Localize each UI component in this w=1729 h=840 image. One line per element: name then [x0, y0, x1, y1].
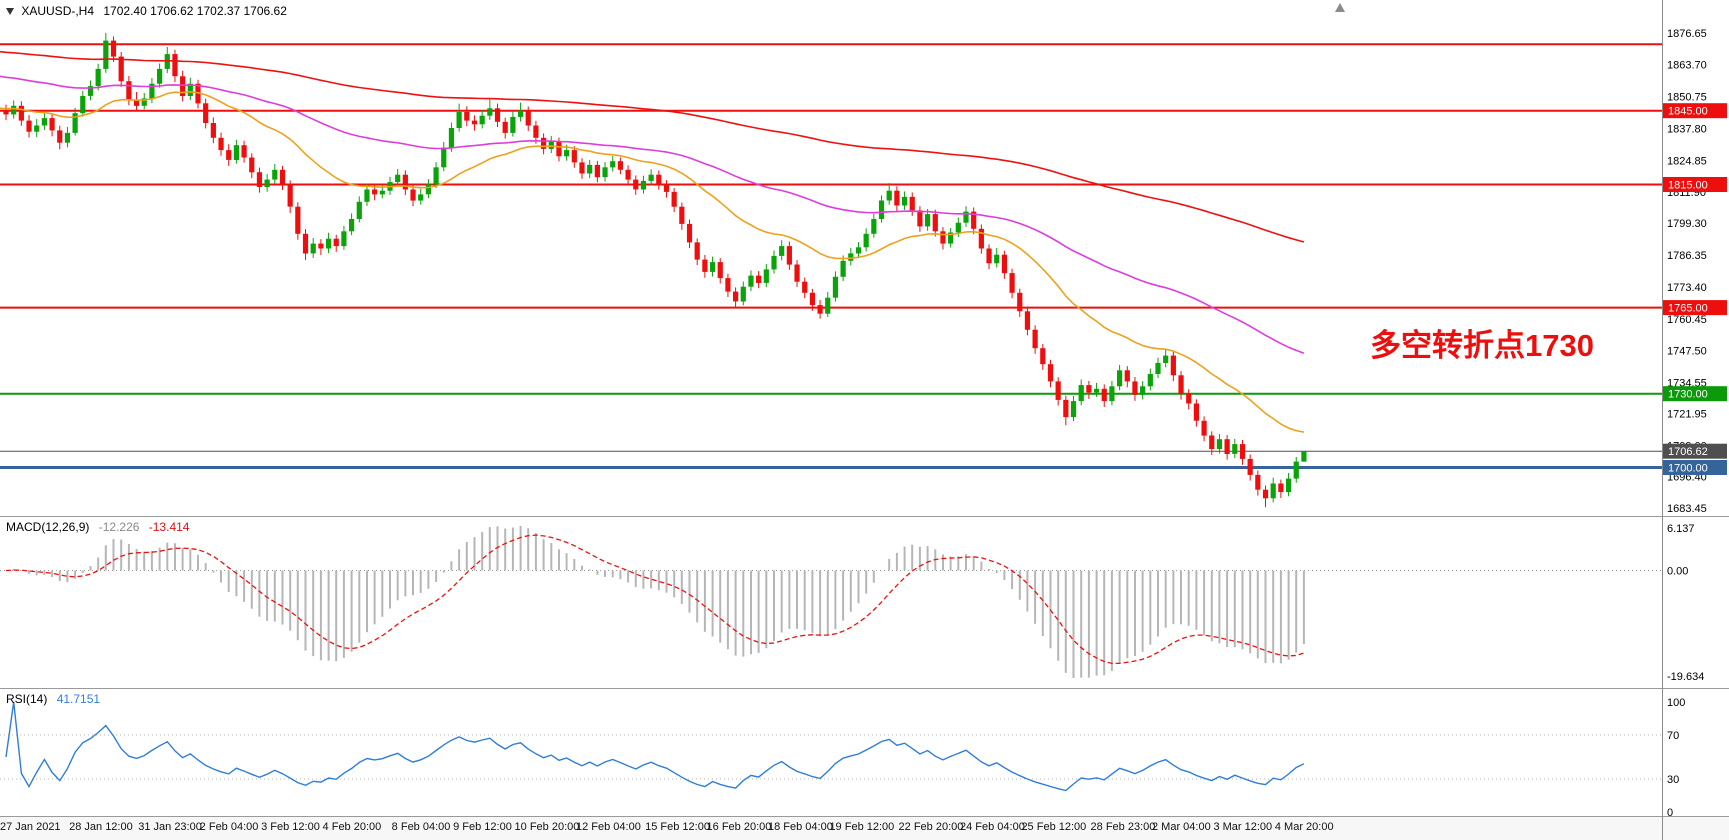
price-tag: 1730.00 [1663, 386, 1727, 402]
time-axis[interactable]: 27 Jan 2021 28 Jan 12:00 31 Jan 23:00 2 Feb… [0, 817, 1729, 840]
price-tag: 1700.00 [1663, 460, 1727, 475]
price-axis-label: 1786.35 [1667, 250, 1707, 262]
macd-name: MACD(12,26,9) [6, 520, 90, 534]
price-axis-label: 1837.80 [1667, 123, 1707, 135]
main-chart-pane[interactable]: 1876.651863.701850.751837.801824.851811.… [0, 0, 1729, 516]
macd-axis-label: 0.00 [1667, 566, 1688, 578]
time-axis-label: 3 Mar 12:00 [1213, 821, 1273, 833]
price-tag: 1845.00 [1663, 103, 1727, 119]
rsi-axis-label: 70 [1667, 730, 1679, 742]
time-axis-label: 10 Feb 20:00 [514, 821, 580, 833]
svg-text:1845.00: 1845.00 [1668, 106, 1708, 118]
pane-separator[interactable] [0, 516, 1729, 517]
svg-text:1706.62: 1706.62 [1668, 446, 1708, 458]
price-tag: 1706.62 [1663, 443, 1727, 459]
price-axis-label: 1876.65 [1667, 28, 1707, 40]
macd-pane[interactable]: 6.137 0.00 -19.634 [0, 516, 1729, 688]
time-axis-label: 24 Feb 04:00 [960, 821, 1025, 833]
rsi-value: 41.7151 [56, 692, 101, 706]
ma-mid-line [0, 75, 1305, 354]
rsi-indicator-label: RSI(14) 41.7151 [6, 692, 100, 706]
time-axis-label: 28 Feb 23:00 [1090, 821, 1156, 833]
price-axis-label: 1863.70 [1667, 60, 1707, 72]
time-axis-label: 15 Feb 12:00 [645, 821, 710, 833]
time-axis-label: 27 Jan 2021 [0, 821, 61, 833]
macd-histogram [12, 526, 1305, 678]
svg-text:1765.00: 1765.00 [1668, 303, 1708, 315]
rsi-pane[interactable]: 100 70 30 0 [0, 688, 1729, 816]
ma-fast-line [0, 90, 1305, 433]
macd-axis-label: 6.137 [1667, 523, 1695, 535]
time-axis-label: 8 Feb 04:00 [391, 821, 451, 833]
svg-text:1700.00: 1700.00 [1668, 463, 1708, 475]
macd-value-main: -12.226 [98, 520, 140, 534]
pane-separator[interactable] [0, 688, 1729, 689]
rsi-axis-label: 100 [1667, 697, 1685, 709]
svg-text:1815.00: 1815.00 [1668, 180, 1708, 192]
rsi-line [5, 701, 1305, 792]
time-axis-label: 31 Jan 23:00 [138, 821, 202, 833]
time-axis-label: 4 Feb 20:00 [322, 821, 382, 833]
time-axis-label: 18 Feb 04:00 [768, 821, 833, 833]
chart-symbol-label: XAUUSD-,H4 [21, 4, 95, 18]
ma-slow-line [0, 50, 1305, 243]
time-axis-label: 22 Feb 20:00 [898, 821, 964, 833]
time-axis-label: 2 Feb 04:00 [199, 821, 259, 833]
price-tag: 1815.00 [1663, 177, 1727, 192]
price-axis-label: 1760.45 [1667, 314, 1707, 326]
macd-value-signal: -13.414 [148, 520, 190, 534]
time-axis-label: 28 Jan 12:00 [69, 821, 133, 833]
chart-ohlc-label: 1702.40 1706.62 1702.37 1706.62 [103, 4, 287, 18]
rsi-axis-label: 0 [1667, 807, 1673, 816]
time-axis-label: 19 Feb 12:00 [829, 821, 895, 833]
time-axis-label: 25 Feb 12:00 [1021, 821, 1087, 833]
price-axis-label: 1850.75 [1667, 92, 1707, 104]
candles [3, 32, 1307, 508]
time-axis-label: 4 Mar 20:00 [1274, 821, 1334, 833]
macd-signal-line [5, 534, 1305, 665]
price-axis-label: 1721.95 [1667, 409, 1707, 421]
macd-axis-label: -19.634 [1667, 671, 1704, 683]
annotation-text[interactable]: 多空转折点1730 [1370, 328, 1594, 363]
price-tag: 1765.00 [1663, 300, 1727, 316]
price-axis-label: 1799.30 [1667, 218, 1707, 230]
price-axis-label: 1824.85 [1667, 155, 1707, 167]
rsi-name: RSI(14) [6, 692, 48, 706]
time-axis-label: 3 Feb 12:00 [261, 821, 320, 833]
pane-separator [0, 816, 1729, 817]
price-axis-label: 1683.45 [1667, 503, 1707, 515]
chart-title: XAUUSD-,H4 1702.40 1706.62 1702.37 1706.… [6, 4, 287, 18]
time-axis-label: 16 Feb 20:00 [706, 821, 772, 833]
price-axis[interactable] [1663, 0, 1729, 816]
chart-shift-marker [1335, 3, 1345, 12]
price-axis-label: 1747.50 [1667, 346, 1707, 358]
rsi-axis-label: 30 [1667, 774, 1679, 786]
price-axis-label: 1773.40 [1667, 282, 1707, 294]
svg-text:1730.00: 1730.00 [1668, 389, 1708, 401]
time-axis-label: 9 Feb 12:00 [453, 821, 512, 833]
chart-icon [6, 8, 14, 15]
price-axis-border [1662, 0, 1663, 840]
time-axis-label: 12 Feb 04:00 [576, 821, 641, 833]
time-axis-label: 2 Mar 04:00 [1152, 821, 1211, 833]
macd-indicator-label: MACD(12,26,9) -12.226 -13.414 [6, 520, 189, 534]
